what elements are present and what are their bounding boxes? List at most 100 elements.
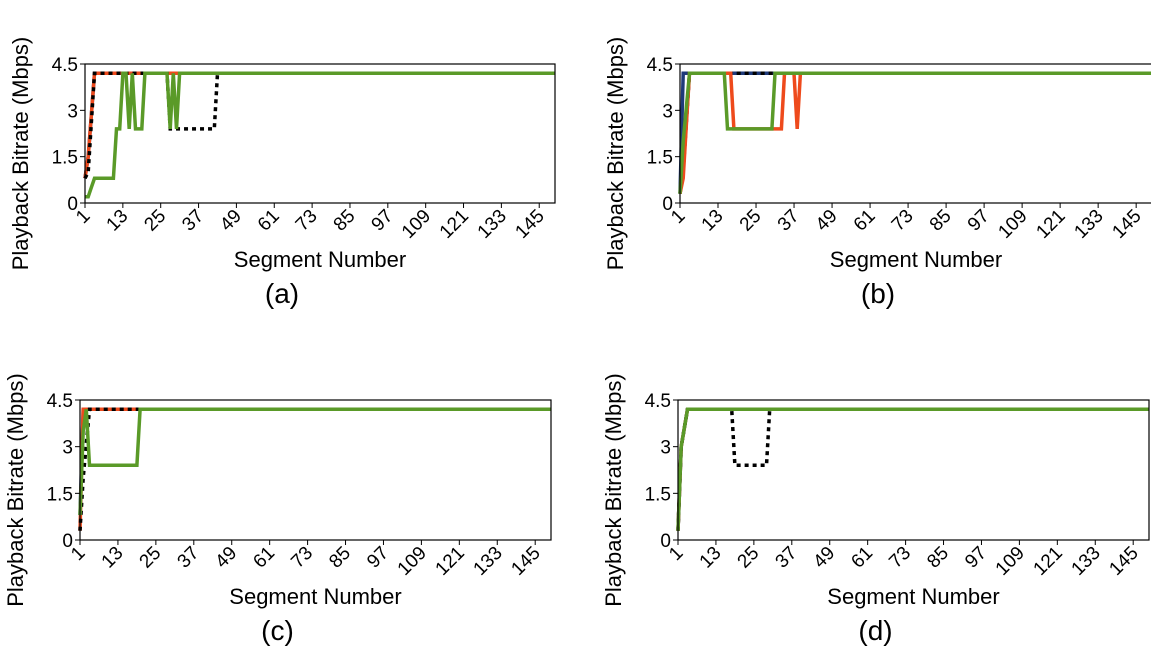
x-tick-label: 133 <box>1068 543 1105 580</box>
x-tick-label: 37 <box>774 206 804 236</box>
y-tick-label: 4.5 <box>645 391 671 412</box>
x-tick-label: 37 <box>772 543 802 573</box>
x-tick-label: 25 <box>140 206 170 236</box>
series-line-green <box>676 407 1149 531</box>
x-tick-label: 1 <box>667 206 689 228</box>
x-tick-label: 145 <box>1105 543 1142 580</box>
x-tick-label: 97 <box>368 206 398 236</box>
x-tick-label: 145 <box>511 206 548 243</box>
series-line-red <box>78 407 551 531</box>
y-tick-label: 1.5 <box>52 148 78 169</box>
series-line-black <box>678 71 1151 194</box>
x-tick-label: 49 <box>216 206 246 236</box>
series-line-green <box>678 71 1151 194</box>
x-tick-label: 85 <box>325 543 355 573</box>
y-tick-label: 0 <box>660 531 671 552</box>
x-tick-label: 1 <box>72 206 94 228</box>
x-tick-label: 109 <box>394 543 431 580</box>
series-line-green <box>78 407 551 516</box>
x-tick-label: 97 <box>964 206 994 236</box>
x-tick-label: 37 <box>178 206 208 236</box>
x-tick-label: 109 <box>398 206 435 243</box>
x-tick-label: 1 <box>665 543 687 565</box>
x-tick-label: 85 <box>923 543 953 573</box>
y-axis-label: Playback Bitrate (Mbps) <box>601 373 626 607</box>
y-tick-label: 3 <box>62 438 73 459</box>
series-line-black <box>83 71 555 180</box>
panel-caption: (a) <box>265 278 299 309</box>
y-axis-label: Playback Bitrate (Mbps) <box>8 37 33 271</box>
y-tick-label: 0 <box>662 194 673 215</box>
series-line-green <box>85 71 555 199</box>
x-tick-label: 85 <box>926 206 956 236</box>
series-line-black <box>78 407 551 531</box>
series-line-red <box>83 71 555 179</box>
x-tick-label: 73 <box>292 206 322 236</box>
x-tick-label: 13 <box>696 543 726 573</box>
y-tick-label: 3 <box>660 438 671 459</box>
y-axis-label: Playback Bitrate (Mbps) <box>603 37 628 271</box>
panel-caption: (c) <box>261 615 294 646</box>
x-tick-label: 121 <box>1030 543 1067 580</box>
x-tick-label: 133 <box>474 206 511 243</box>
x-tick-label: 97 <box>961 543 991 573</box>
series-line-black <box>676 407 1149 531</box>
x-tick-label: 49 <box>812 206 842 236</box>
y-tick-label: 4.5 <box>647 55 673 76</box>
x-axis-label: Segment Number <box>229 584 401 609</box>
plot-frame <box>677 399 1150 541</box>
y-tick-label: 1.5 <box>645 484 671 505</box>
y-tick-label: 0 <box>67 194 78 215</box>
chart-panel-1: 0 1.5 3 4.5 1 13 25 37 49 61 73 85 97 109 121 133 145 Seg… <box>603 37 1151 309</box>
y-tick-label: 3 <box>662 101 673 122</box>
x-axis-label: Segment Number <box>827 584 999 609</box>
x-tick-label: 145 <box>507 543 544 580</box>
chart-panel-2: 0 1.5 3 4.5 1 13 25 37 49 61 73 85 97 109 121 133 145 Seg… <box>3 373 552 646</box>
y-tick-label: 4.5 <box>47 391 73 412</box>
x-tick-label: 37 <box>174 543 204 573</box>
x-tick-label: 133 <box>1070 206 1107 243</box>
series-line-blue <box>676 407 1149 531</box>
y-tick-label: 4.5 <box>52 55 78 76</box>
y-axis-label: Playback Bitrate (Mbps) <box>3 373 28 607</box>
x-tick-label: 13 <box>698 206 728 236</box>
x-tick-label: 61 <box>847 543 877 573</box>
y-tick-label: 1.5 <box>647 148 673 169</box>
chart-panel-3: 0 1.5 3 4.5 1 13 25 37 49 61 73 85 97 109 121 133 145 Seg… <box>601 373 1150 646</box>
x-tick-label: 13 <box>103 206 133 236</box>
x-tick-label: 121 <box>436 206 473 243</box>
x-tick-label: 133 <box>470 543 507 580</box>
x-tick-label: 121 <box>432 543 469 580</box>
y-tick-label: 3 <box>67 101 78 122</box>
x-tick-label: 73 <box>885 543 915 573</box>
x-axis-label: Segment Number <box>234 247 406 272</box>
x-tick-label: 25 <box>136 543 166 573</box>
x-tick-label: 25 <box>734 543 764 573</box>
series-line-red <box>676 407 1149 531</box>
x-tick-label: 49 <box>211 543 241 573</box>
panel-caption: (d) <box>858 615 892 646</box>
series-line-blue <box>678 71 1151 194</box>
chart-panel-0: 0 1.5 3 4.5 1 13 25 37 49 61 73 85 97 109 121 133 145 Seg… <box>8 37 556 309</box>
x-tick-label: 25 <box>736 206 766 236</box>
x-tick-label: 85 <box>330 206 360 236</box>
x-tick-label: 109 <box>994 206 1031 243</box>
y-tick-label: 0 <box>62 531 73 552</box>
series-line-red <box>678 71 1151 195</box>
plot-frame <box>679 63 1151 204</box>
x-tick-label: 61 <box>850 206 880 236</box>
x-tick-label: 49 <box>809 543 839 573</box>
x-tick-label: 109 <box>992 543 1029 580</box>
x-tick-label: 97 <box>363 543 393 573</box>
x-tick-label: 1 <box>67 543 89 565</box>
x-tick-label: 73 <box>287 543 317 573</box>
series-line-blue <box>78 407 551 516</box>
x-axis-label: Segment Number <box>830 247 1002 272</box>
y-tick-label: 1.5 <box>47 484 73 505</box>
panel-caption: (b) <box>861 278 895 309</box>
plot-frame <box>84 63 556 204</box>
x-tick-label: 145 <box>1108 206 1145 243</box>
x-tick-label: 61 <box>249 543 279 573</box>
x-tick-label: 73 <box>888 206 918 236</box>
